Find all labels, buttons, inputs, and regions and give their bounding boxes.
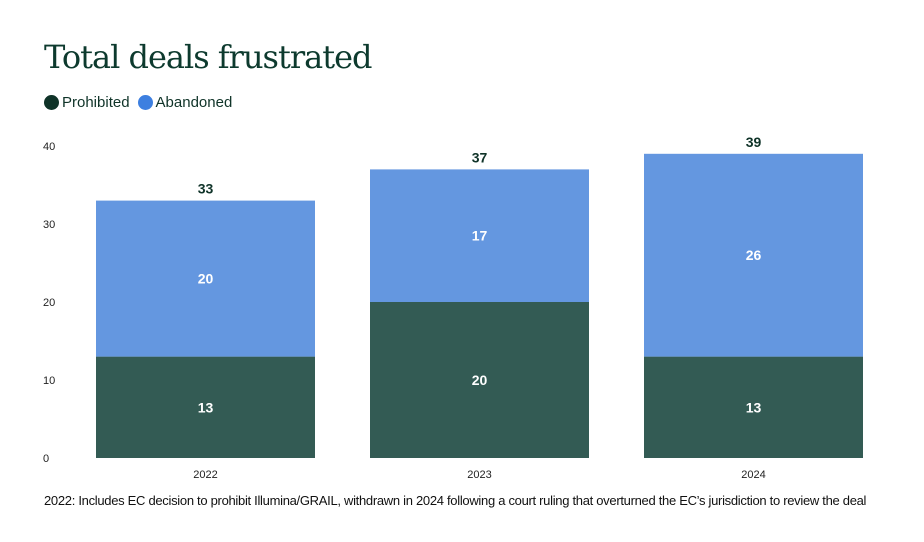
total-label-2022: 33 (198, 181, 214, 197)
y-tick-label: 20 (43, 297, 55, 309)
data-label-abandoned-2023: 17 (472, 228, 488, 244)
bar-abandoned-2023 (370, 169, 589, 302)
y-tick-label: 0 (43, 453, 49, 465)
bar-prohibited-2022 (96, 356, 315, 458)
legend-swatch-abandoned (137, 95, 153, 110)
data-label-abandoned-2022: 20 (198, 271, 214, 287)
footnote: 2022: Includes EC decision to prohibit I… (44, 493, 867, 508)
x-tick-label-2024: 2024 (741, 469, 765, 481)
data-label-abandoned-2024: 26 (746, 247, 762, 263)
y-tick-label: 10 (43, 375, 55, 387)
y-tick-label: 30 (43, 219, 55, 231)
bar-abandoned-2024 (644, 153, 863, 357)
total-label-2024: 39 (746, 134, 762, 150)
legend-label-prohibited: Prohibited (62, 94, 130, 111)
y-tick-label: 40 (43, 141, 55, 153)
stacked-bar-chart: 0 10 20 30 40 13 20 33 2022 20 17 37 2023 13 26 39 2024 (43, 134, 863, 481)
data-label-prohibited-2024: 13 (746, 399, 762, 415)
legend: Prohibited Abandoned (44, 94, 240, 111)
x-tick-label-2022: 2022 (193, 469, 217, 481)
chart-title: Total deals frustrated (44, 38, 372, 76)
bar-prohibited-2024 (644, 356, 863, 458)
bar-prohibited-2023 (370, 302, 589, 458)
legend-item-abandoned: Abandoned (137, 94, 233, 111)
legend-swatch-prohibited (44, 95, 59, 110)
x-tick-label-2023: 2023 (467, 469, 491, 481)
data-label-prohibited-2023: 20 (472, 372, 488, 388)
total-label-2023: 37 (472, 149, 488, 165)
bar-abandoned-2022 (96, 200, 315, 357)
legend-item-prohibited: Prohibited (44, 94, 130, 111)
data-label-prohibited-2022: 13 (198, 399, 214, 415)
legend-label-abandoned: Abandoned (155, 94, 233, 111)
